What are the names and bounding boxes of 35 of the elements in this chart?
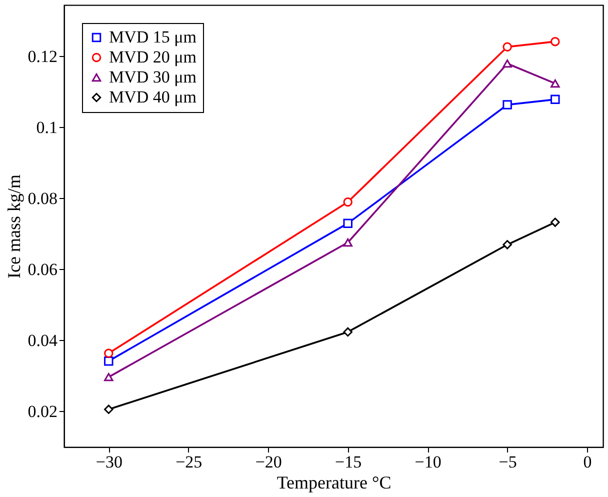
legend-label: MVD 20 μm <box>109 48 197 66</box>
y-tick-label: 0.06 <box>28 260 58 279</box>
point <box>550 94 560 104</box>
x-tick-label: −25 <box>176 452 202 472</box>
point <box>343 197 352 207</box>
point <box>502 59 512 68</box>
x-axis-title: Temperature °C <box>276 472 392 492</box>
point <box>104 372 114 382</box>
x-tick-label: −15 <box>335 452 362 472</box>
y-tick-label: 0.1 <box>36 118 58 137</box>
x-tick-label: −20 <box>255 452 282 472</box>
y-axis-title: Ice mass kg/m <box>4 174 24 278</box>
x-tick-label: −10 <box>414 452 442 472</box>
point <box>104 356 114 366</box>
point <box>104 404 114 414</box>
point <box>502 100 512 110</box>
legend-label: MVD 40 μm <box>109 88 197 106</box>
point <box>550 79 560 88</box>
y-tick-label: 0.12 <box>28 46 58 66</box>
point <box>343 238 352 247</box>
point <box>502 42 512 52</box>
x-tick-label: −5 <box>498 452 517 472</box>
point <box>550 36 560 46</box>
legend-label: MVD 15 μm <box>109 28 197 46</box>
point <box>550 218 560 227</box>
point <box>343 327 352 337</box>
x-tick-label: 0 <box>583 452 592 472</box>
y-tick-label: 0.02 <box>28 402 58 421</box>
point <box>502 240 512 250</box>
legend-label: MVD 30 μm <box>109 68 197 86</box>
point <box>104 348 114 358</box>
y-tick-label: 0.04 <box>28 330 58 350</box>
x-tick-label: −30 <box>96 452 122 472</box>
point <box>343 218 352 228</box>
y-tick-label: 0.08 <box>28 188 58 208</box>
